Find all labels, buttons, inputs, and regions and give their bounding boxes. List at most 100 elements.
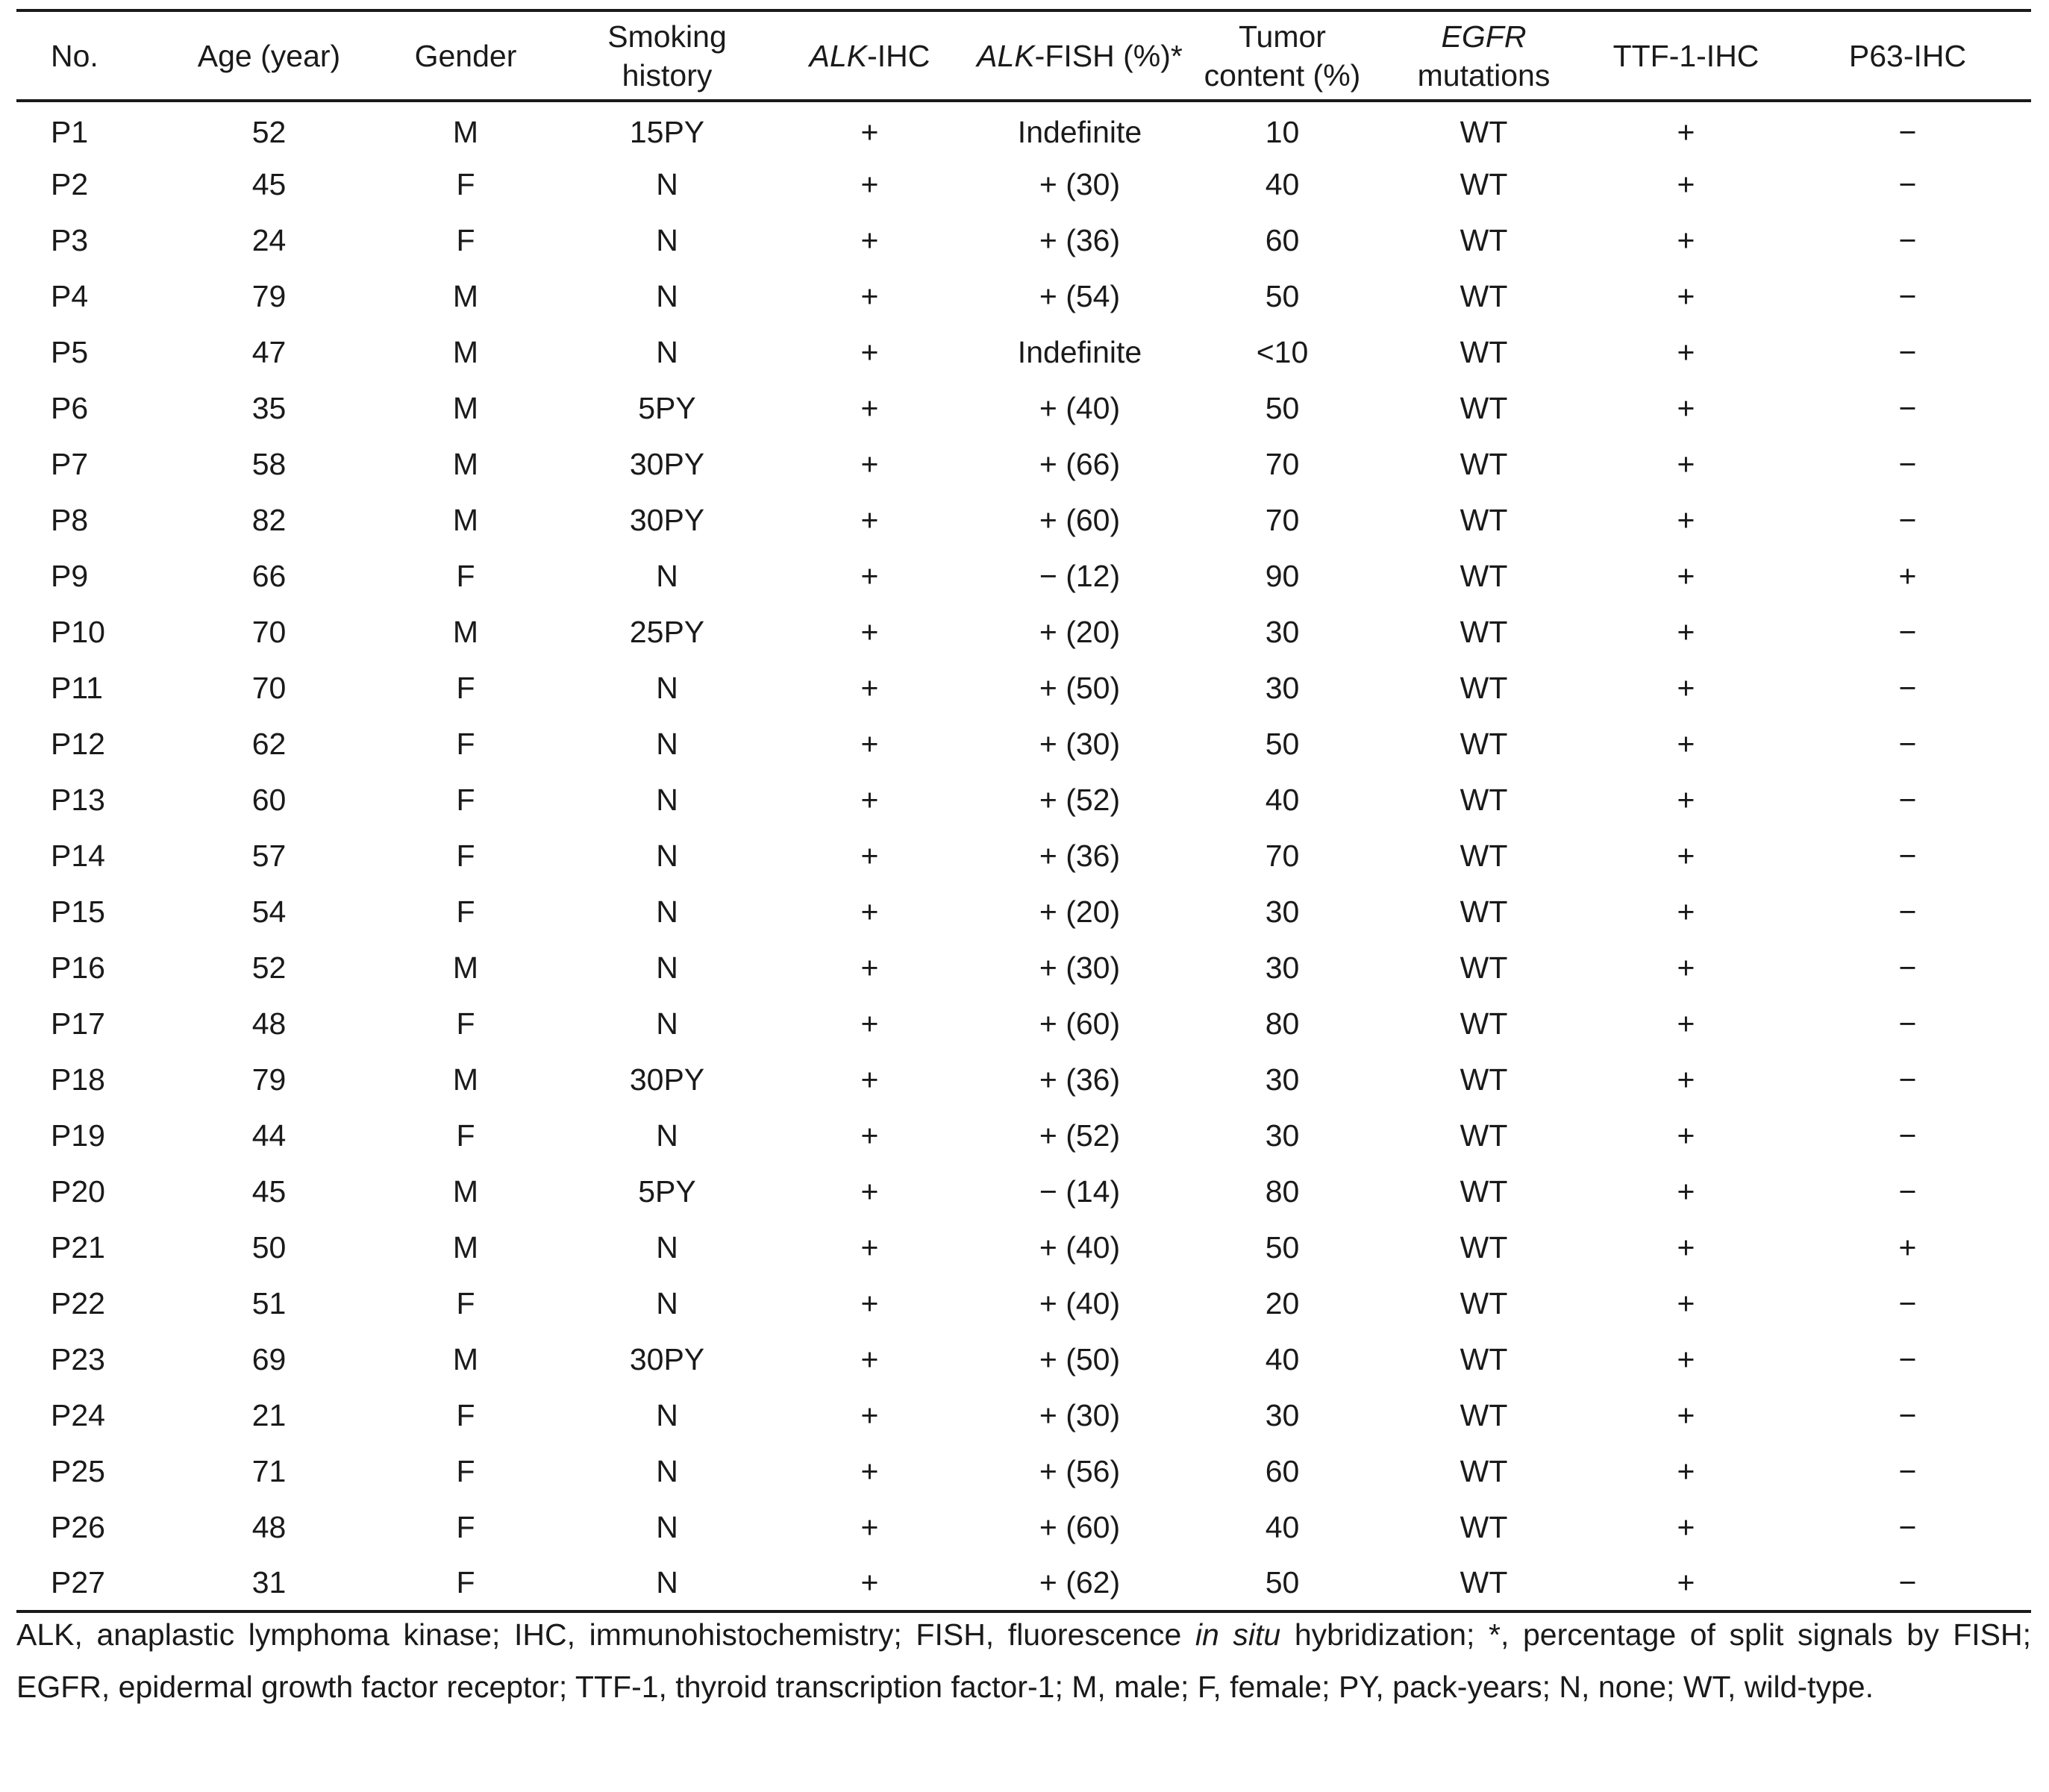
cell-alk-ihc: + — [860, 1230, 879, 1265]
cell-smoking-history: 30PY — [629, 503, 705, 537]
cell-egfr-mutations: WT — [1460, 895, 1508, 929]
cell-alk-fish: + (36) — [1039, 1062, 1121, 1097]
cell-no: P4 — [51, 279, 89, 313]
cell-tumor-content: 30 — [1265, 1398, 1300, 1432]
table-row: P6 35 M 5PY + + (40) 50 WT + − — [16, 380, 2031, 436]
cell-alk-fish: + (20) — [1039, 895, 1121, 929]
table-row: P23 69 M 30PY + + (50) 40 WT + − — [16, 1332, 2031, 1388]
cell-smoking-history: N — [656, 559, 678, 593]
cell-tumor-content: 40 — [1265, 167, 1300, 201]
cell-egfr-mutations: WT — [1460, 1230, 1508, 1265]
cell-gender: M — [452, 1230, 479, 1265]
cell-p63-ihc: − — [1898, 1342, 1917, 1376]
cell-alk-fish: + (40) — [1039, 1286, 1121, 1320]
table-row: P9 66 F N + − (12) 90 WT + + — [16, 548, 2031, 604]
cell-alk-ihc: + — [860, 223, 879, 257]
cell-smoking-history: N — [656, 1286, 678, 1320]
cell-smoking-history: N — [656, 1006, 678, 1041]
cell-egfr-mutations: WT — [1460, 279, 1508, 313]
cell-gender: F — [456, 671, 475, 705]
cell-smoking-history: N — [656, 839, 678, 873]
cell-ttf1-ihc: + — [1677, 503, 1695, 537]
cell-alk-fish: − (12) — [1039, 559, 1121, 593]
cell-smoking-history: N — [656, 335, 678, 369]
cell-egfr-mutations: WT — [1460, 839, 1508, 873]
cell-age: 35 — [251, 391, 287, 425]
cell-tumor-content: 90 — [1265, 559, 1300, 593]
cell-p63-ihc: − — [1898, 727, 1917, 761]
cell-p63-ihc: − — [1898, 335, 1917, 369]
header-tumor-line2: content (%) — [1204, 57, 1361, 93]
cell-p63-ihc: − — [1898, 1565, 1917, 1600]
cell-no: P21 — [51, 1230, 105, 1265]
cell-age: 44 — [251, 1118, 287, 1153]
cell-tumor-content: 70 — [1265, 839, 1300, 873]
cell-egfr-mutations: WT — [1460, 1174, 1508, 1209]
table-row: P19 44 F N + + (52) 30 WT + − — [16, 1108, 2031, 1164]
table-row: P7 58 M 30PY + + (66) 70 WT + − — [16, 436, 2031, 492]
header-alk-ihc-italic: ALK — [809, 38, 868, 73]
cell-alk-fish: + (30) — [1039, 727, 1121, 761]
footnote-italic: in situ — [1195, 1617, 1281, 1652]
cell-smoking-history: N — [656, 1118, 678, 1153]
cell-alk-ihc: + — [860, 1006, 879, 1041]
cell-tumor-content: 20 — [1265, 1286, 1300, 1320]
cell-tumor-content: 30 — [1265, 615, 1300, 649]
cell-no: P26 — [51, 1510, 105, 1544]
cell-age: 58 — [251, 447, 287, 481]
cell-p63-ihc: − — [1898, 115, 1917, 149]
cell-tumor-content: 50 — [1265, 279, 1300, 313]
table-row: P26 48 F N + + (60) 40 WT + − — [16, 1500, 2031, 1556]
cell-tumor-content: 50 — [1265, 1565, 1300, 1600]
cell-tumor-content: 70 — [1265, 447, 1300, 481]
cell-egfr-mutations: WT — [1460, 223, 1508, 257]
table-body: P1 52 M 15PY + Indefinite 10 WT + − P2 45 F N + + (30) 4… — [16, 101, 2031, 1611]
header-tumor-line1: Tumor — [1239, 19, 1326, 54]
cell-p63-ihc: − — [1898, 895, 1917, 929]
cell-ttf1-ihc: + — [1677, 1454, 1695, 1488]
cell-alk-fish: + (40) — [1039, 1230, 1121, 1265]
cell-smoking-history: N — [656, 223, 678, 257]
cell-smoking-history: N — [656, 783, 678, 817]
cell-alk-fish: + (52) — [1039, 1118, 1121, 1153]
cell-p63-ihc: − — [1898, 1510, 1917, 1544]
cell-p63-ihc: − — [1898, 1118, 1917, 1153]
cell-alk-ihc: + — [860, 895, 879, 929]
cell-no: P18 — [51, 1062, 105, 1097]
cell-alk-ihc: + — [860, 727, 879, 761]
table-row: P17 48 F N + + (60) 80 WT + − — [16, 996, 2031, 1052]
cell-p63-ihc: − — [1898, 1174, 1917, 1209]
table-row: P21 50 M N + + (40) 50 WT + + — [16, 1220, 2031, 1276]
cell-no: P22 — [51, 1286, 105, 1320]
cell-egfr-mutations: WT — [1460, 391, 1508, 425]
footnote-part-2: hybridization; *, percentage of split si… — [16, 1617, 2031, 1704]
cell-gender: M — [452, 279, 479, 313]
cell-p63-ihc: − — [1898, 1006, 1917, 1041]
cell-smoking-history: N — [656, 1230, 678, 1265]
cell-egfr-mutations: WT — [1460, 559, 1508, 593]
cell-ttf1-ihc: + — [1677, 447, 1695, 481]
cell-alk-ihc: + — [860, 1565, 879, 1600]
cell-age: 24 — [251, 223, 287, 257]
cell-p63-ihc: − — [1898, 279, 1917, 313]
cell-ttf1-ihc: + — [1677, 1062, 1695, 1097]
header-alk-fish-italic: ALK — [977, 38, 1035, 73]
header-alk-ihc: ALK-IHC — [765, 10, 975, 101]
cell-gender: F — [456, 1286, 475, 1320]
cell-smoking-history: 30PY — [629, 447, 705, 481]
cell-ttf1-ihc: + — [1677, 615, 1695, 649]
cell-no: P20 — [51, 1174, 105, 1209]
cell-ttf1-ihc: + — [1677, 335, 1695, 369]
table-row: P10 70 M 25PY + + (20) 30 WT + − — [16, 604, 2031, 660]
cell-ttf1-ihc: + — [1677, 1230, 1695, 1265]
cell-alk-ihc: + — [860, 1342, 879, 1376]
cell-alk-ihc: + — [860, 559, 879, 593]
cell-egfr-mutations: WT — [1460, 503, 1508, 537]
cell-alk-ihc: + — [860, 615, 879, 649]
cell-no: P1 — [51, 115, 89, 149]
cell-age: 52 — [251, 950, 287, 985]
cell-p63-ihc: − — [1898, 615, 1917, 649]
cell-ttf1-ihc: + — [1677, 1286, 1695, 1320]
header-smoking-line2: history — [622, 57, 713, 93]
